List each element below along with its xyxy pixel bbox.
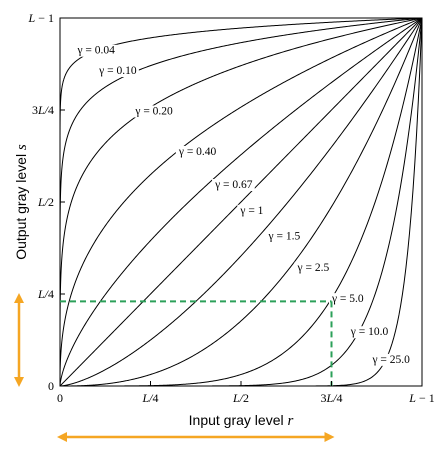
- gamma-label-2-5: γ = 2.5: [297, 262, 330, 274]
- gamma-label-background: [132, 105, 176, 118]
- y-tick-label-L-4: L/4: [37, 287, 54, 301]
- range-arrows: [14, 293, 335, 442]
- gamma-label-0-4: γ = 0.40: [178, 146, 217, 158]
- x-axis-title: Input gray level r: [189, 412, 294, 429]
- gamma-label-5: γ = 5.0: [331, 293, 364, 305]
- gamma-label-background: [265, 230, 303, 243]
- gamma-label-0-2: γ = 0.20: [134, 105, 173, 117]
- gamma-label-background: [369, 353, 413, 366]
- gamma-label-background: [347, 326, 391, 339]
- y-tick-label-0: 0: [48, 379, 54, 393]
- gamma-label-background: [294, 261, 332, 274]
- gamma-curve-0-4: [59, 17, 423, 386]
- dashed-guides: [60, 300, 333, 386]
- gamma-label-background: [96, 65, 139, 78]
- y-axis-title: Output gray level s: [13, 144, 30, 260]
- x-tick-label-L-4: L/4: [141, 391, 158, 405]
- x-axis-variable: r: [288, 413, 294, 429]
- gamma-label-background: [175, 145, 219, 158]
- gamma-label-1: γ = 1: [239, 205, 263, 217]
- x-tick-label-L-2: L/2: [232, 391, 249, 405]
- gamma-label-1-5: γ = 1.5: [268, 231, 301, 243]
- gamma-curve-25: [60, 17, 423, 387]
- x-tick-label-3L-4: 3L/4: [320, 391, 342, 405]
- gamma-label-background: [328, 293, 366, 306]
- gamma-label-0-67: γ = 0.67: [214, 179, 253, 191]
- gamma-label-background: [74, 44, 118, 57]
- gamma-label-25: γ = 25.0: [371, 354, 410, 366]
- gamma-curve-labels: γ = 0.04 γ = 0.10 γ = 0.20 γ = 0.40 γ = 0.67…: [74, 44, 413, 366]
- gamma-curve-0-1: [59, 17, 423, 386]
- y-axis-variable: s: [14, 144, 30, 150]
- gamma-label-0-04: γ = 0.04: [76, 45, 115, 57]
- gamma-label-background: [212, 179, 255, 192]
- x-tick-label-0: 0: [57, 391, 63, 405]
- axis-ticks: 0 L/4 L/2 3L/4 L − 1 0 L/4 L/2 3L/4 L − 1: [28, 11, 435, 405]
- y-tick-label-3L-4: 3L/4: [32, 103, 54, 117]
- gamma-curves: [59, 17, 423, 387]
- gamma-label-0-1: γ = 0.10: [98, 65, 137, 77]
- gamma-curve-0-2: [59, 17, 423, 386]
- y-tick-label-L-2: L/2: [37, 195, 54, 209]
- gamma-curve-0-67: [59, 17, 423, 386]
- y-tick-label-L-1: L − 1: [28, 11, 54, 25]
- x-tick-label-L-1: L − 1: [408, 391, 434, 405]
- gamma-label-10: γ = 10.0: [350, 326, 389, 338]
- gamma-curve-1: [59, 17, 423, 387]
- gamma-label-background: [237, 204, 266, 217]
